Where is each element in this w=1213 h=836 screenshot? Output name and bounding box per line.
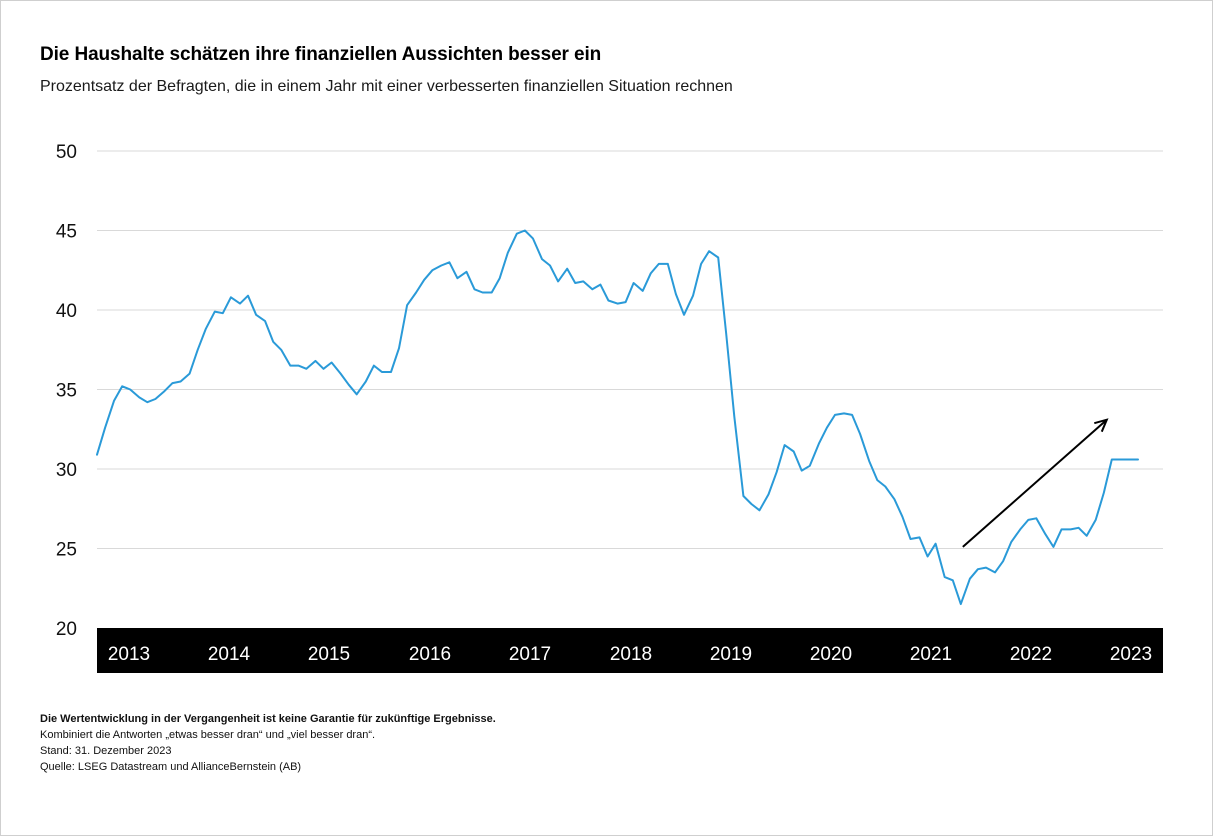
y-axis-ticks: 20 25 30 35 40 45 50	[56, 142, 77, 640]
x-tick-label: 2018	[610, 644, 652, 665]
x-tick-label: 2013	[108, 644, 150, 665]
x-axis-year-labels: 2013 2014 2015 2016 2017 2018 2019 2020 2021 2022…	[108, 644, 1152, 665]
footnotes: Die Wertentwicklung in der Vergangenheit…	[40, 711, 496, 775]
y-tick-label: 40	[56, 301, 77, 322]
x-tick-label: 2015	[308, 644, 350, 665]
x-tick-label: 2017	[509, 644, 551, 665]
x-tick-label: 2016	[409, 644, 451, 665]
x-tick-label: 2019	[710, 644, 752, 665]
trend-arrow-head	[1094, 418, 1109, 433]
gridlines	[97, 150, 1163, 549]
x-tick-label: 2014	[208, 644, 251, 665]
y-tick-label: 30	[56, 460, 77, 481]
series-layer	[96, 229, 1139, 606]
source-text: Quelle: LSEG Datastream und AllianceBern…	[40, 761, 302, 773]
chart-subtitle: Prozentsatz der Befragten, die in einem …	[40, 78, 733, 95]
series-line-0	[96, 229, 1139, 606]
disclaimer-text: Die Wertentwicklung in der Vergangenheit…	[40, 713, 496, 725]
y-tick-label: 45	[56, 222, 77, 243]
date-text: Stand: 31. Dezember 2023	[40, 745, 172, 757]
x-tick-label: 2021	[910, 644, 952, 665]
y-tick-label: 35	[56, 381, 77, 402]
x-axis-band	[97, 628, 1163, 673]
x-tick-label: 2022	[1010, 644, 1052, 665]
trend-arrow	[962, 418, 1109, 548]
trend-arrow-shaft	[962, 418, 1108, 548]
y-tick-label: 20	[56, 619, 77, 640]
x-tick-label: 2020	[810, 644, 852, 665]
chart-title: Die Haushalte schätzen ihre finanziellen…	[40, 44, 602, 65]
y-tick-label: 25	[56, 540, 77, 561]
x-tick-label: 2023	[1110, 644, 1152, 665]
y-tick-label: 50	[56, 142, 77, 163]
note-text: Kombiniert die Antworten „etwas besser d…	[40, 729, 376, 741]
